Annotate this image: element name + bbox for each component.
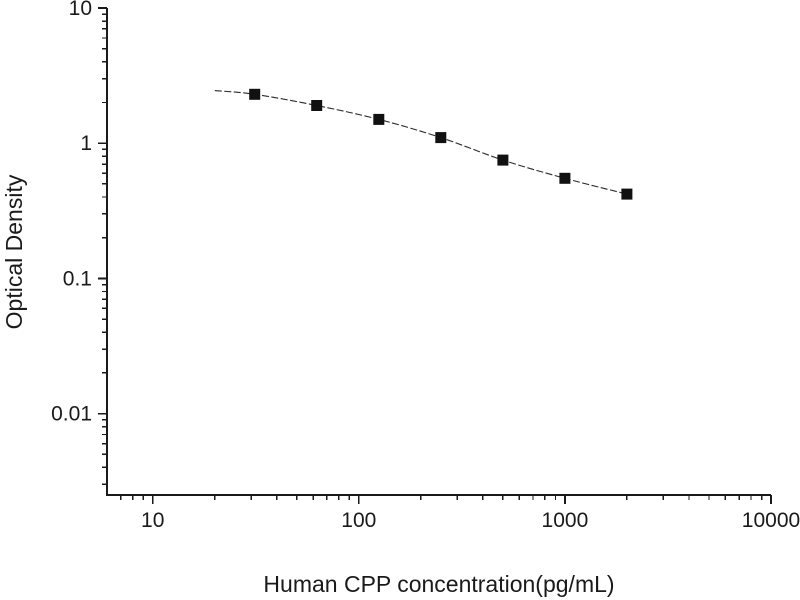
y-tick-label: 0.1 xyxy=(63,267,92,290)
y-axis-title: Optical Density xyxy=(1,174,27,329)
x-tick-label: 100 xyxy=(341,509,376,532)
x-tick-label: 1000 xyxy=(542,509,589,532)
fit-curve xyxy=(214,90,628,195)
y-tick-label: 0.01 xyxy=(51,403,92,426)
y-tick-label: 1 xyxy=(80,132,92,155)
data-point-marker xyxy=(435,132,447,144)
data-point-marker xyxy=(621,188,633,200)
x-axis-title: Human CPP concentration(pg/mL) xyxy=(263,571,614,597)
x-tick-label: 10 xyxy=(141,509,164,532)
data-point-marker xyxy=(249,88,261,100)
data-point-marker xyxy=(559,172,571,184)
x-tick-label: 10000 xyxy=(742,509,800,532)
data-point-marker xyxy=(373,113,385,125)
y-tick-label: 10 xyxy=(69,0,92,20)
data-point-marker xyxy=(497,154,509,166)
data-point-marker xyxy=(311,100,323,111)
